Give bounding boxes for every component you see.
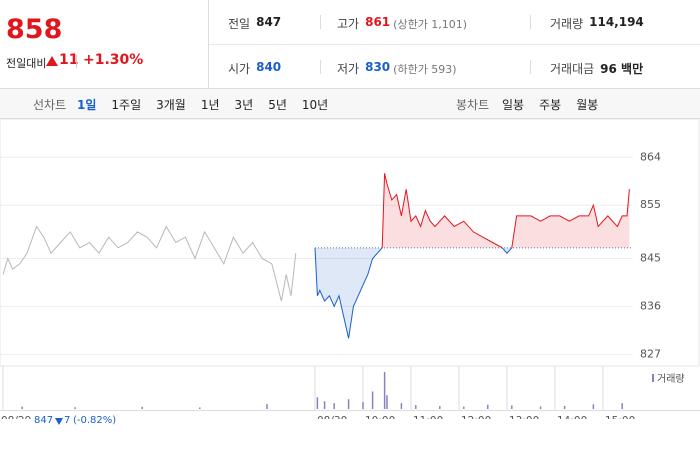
- volume-bar: [74, 407, 76, 409]
- period-tab[interactable]: 1일: [77, 98, 97, 112]
- volume-bar: [347, 399, 350, 409]
- plot-frame: [0, 119, 700, 367]
- change-rate: +1.30%: [83, 52, 144, 68]
- divider: [76, 55, 77, 68]
- stat-label: 거래량: [550, 17, 584, 31]
- price-line: [314, 247, 513, 339]
- candle-tab[interactable]: 일봉: [502, 98, 525, 112]
- price-line: [2, 225, 297, 302]
- volume-bar: [316, 397, 319, 409]
- change-label: 전일대비: [6, 57, 47, 70]
- stat-label: 고가: [337, 17, 360, 31]
- divider: [208, 0, 209, 88]
- volume-bar: [592, 404, 595, 409]
- period-tab[interactable]: 10년: [301, 98, 329, 112]
- x-tick-label: 08/30: [317, 415, 347, 419]
- prev-change-rate: (-0.82%): [73, 415, 117, 426]
- volume-bar: [266, 404, 268, 409]
- stat-note: (상한가 1,101): [393, 18, 468, 31]
- volume-bar: [487, 404, 489, 409]
- stat-label: 거래대금: [550, 62, 595, 76]
- tab-group-label: 선차트: [33, 98, 67, 112]
- stat-value: 840: [256, 60, 282, 74]
- x-tick-label: 15:00: [605, 415, 635, 419]
- volume-bar: [539, 406, 542, 409]
- axis-line: [0, 410, 700, 411]
- volume-bar: [415, 405, 417, 409]
- header: [0, 0, 700, 89]
- y-tick-label: 827: [640, 347, 661, 360]
- volume-bar: [362, 402, 364, 409]
- volume-bar: [511, 405, 513, 409]
- tab-group-label: 봉차트: [456, 98, 490, 112]
- volume-bar: [141, 406, 143, 409]
- x-tick-label: 12:00: [461, 415, 491, 419]
- stat-label: 전일: [228, 17, 251, 31]
- price-line: [314, 173, 630, 248]
- divider: [320, 60, 321, 74]
- stat-value: 114,194: [589, 15, 644, 29]
- y-tick-label: 845: [640, 251, 661, 264]
- x-tick-label: 14:00: [557, 415, 587, 419]
- x-tick-label: 10:00: [365, 415, 395, 419]
- down-triangle: [55, 418, 63, 425]
- x-tick-label: 08/29: [1, 415, 31, 419]
- stat-value: 830: [365, 60, 391, 74]
- volume-bar: [323, 401, 326, 409]
- prev-close: 847: [34, 415, 54, 426]
- stat-label: 시가: [228, 62, 251, 76]
- stat-value: 847: [256, 15, 282, 29]
- y-tick-label: 855: [640, 198, 661, 211]
- period-tab[interactable]: 3개월: [156, 98, 186, 112]
- y-tick-label: 836: [640, 299, 661, 312]
- volume-bar: [400, 403, 403, 409]
- change: 11: [59, 52, 79, 68]
- volume-bar: [333, 403, 335, 409]
- stat-note: (하한가 593): [393, 63, 457, 76]
- period-tab[interactable]: 5년: [268, 98, 287, 112]
- period-tab[interactable]: 3년: [234, 98, 254, 112]
- candle-tab[interactable]: 주봉: [539, 98, 562, 112]
- y-tick-label: 864: [640, 150, 661, 163]
- volume-bar: [463, 406, 465, 409]
- x-tick-label: 13:00: [509, 415, 539, 419]
- area-below: [315, 247, 512, 339]
- divider: [320, 15, 321, 29]
- divider: [209, 44, 700, 45]
- divider: [530, 15, 531, 29]
- x-tick-label: 11:00: [413, 415, 443, 419]
- stat-value: 96 백만: [600, 62, 644, 76]
- chart: 864 855 845 836 827 08/29 08/30 10:00 11:00 12:00…: [0, 119, 700, 419]
- legend-swatch: [652, 374, 654, 382]
- legend-label: 거래량: [657, 373, 685, 385]
- prev-change: 7: [64, 415, 71, 426]
- divider: [530, 60, 531, 74]
- volume-bar: [386, 395, 388, 409]
- volume-bar: [383, 371, 386, 409]
- period-tab[interactable]: 1주일: [111, 98, 142, 112]
- up-triangle: [46, 56, 58, 66]
- candle-tab[interactable]: 월봉: [576, 98, 599, 112]
- price: 858: [6, 14, 63, 45]
- volume-bar: [439, 406, 441, 409]
- volume-bar: [371, 391, 374, 409]
- volume-bar: [621, 403, 623, 409]
- area-above: [315, 173, 630, 248]
- stat-value: 861: [365, 15, 391, 29]
- volume-bar: [563, 405, 566, 409]
- period-tab[interactable]: 1년: [200, 98, 220, 112]
- volume-bar: [199, 407, 201, 409]
- stat-label: 저가: [337, 62, 360, 76]
- volume-bar: [21, 406, 23, 409]
